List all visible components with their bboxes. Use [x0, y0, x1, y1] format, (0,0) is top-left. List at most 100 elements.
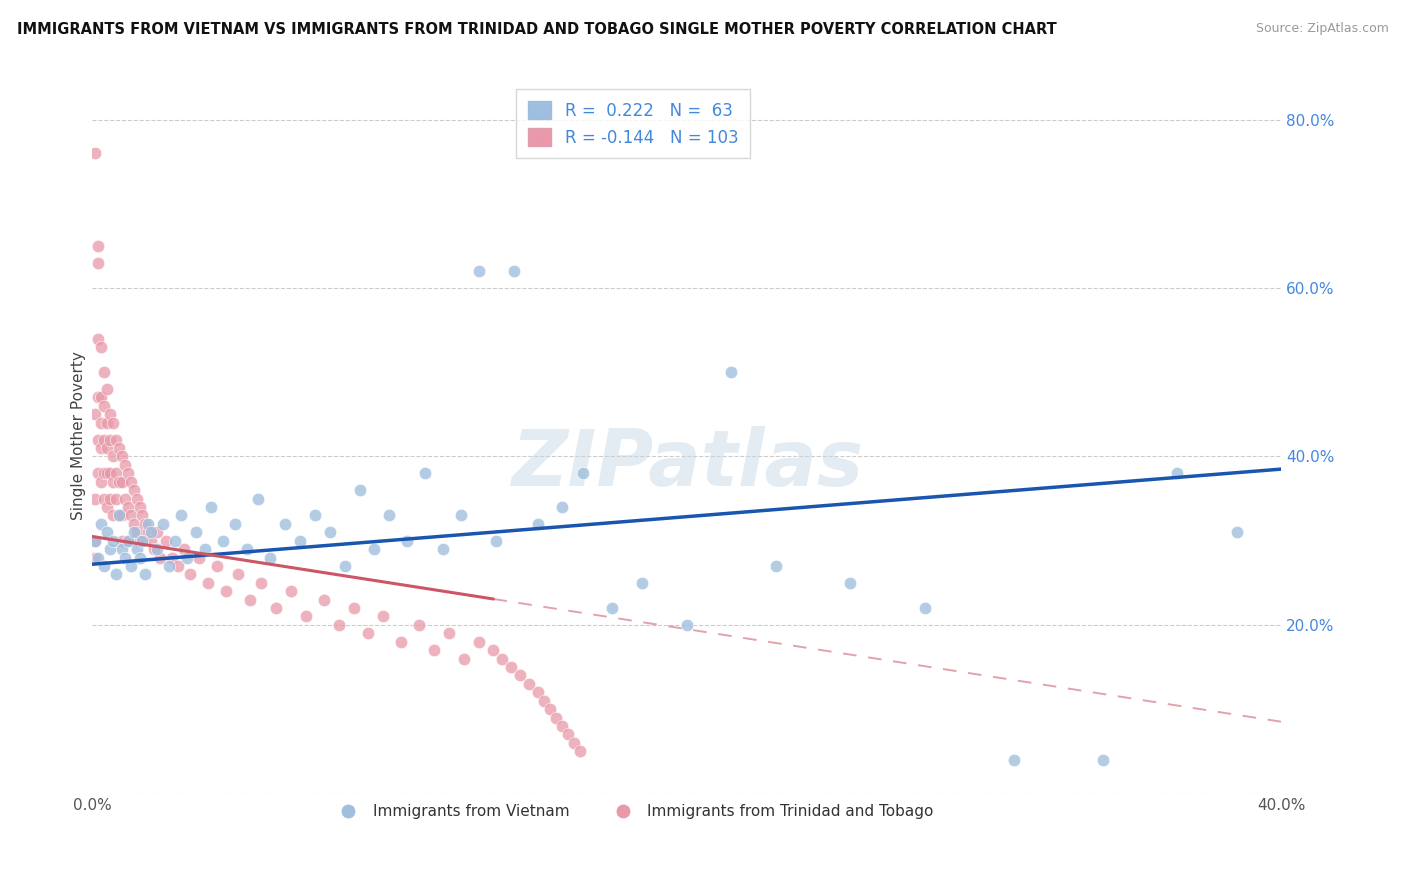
Point	[96, 441, 118, 455]
Point	[141, 533, 163, 548]
Point	[134, 516, 156, 531]
Point	[423, 643, 446, 657]
Point	[396, 533, 419, 548]
Point	[363, 542, 385, 557]
Point	[111, 533, 134, 548]
Point	[84, 491, 107, 506]
Point	[87, 256, 110, 270]
Point	[87, 332, 110, 346]
Point	[675, 618, 697, 632]
Point	[131, 533, 153, 548]
Point	[482, 643, 505, 657]
Point	[517, 677, 540, 691]
Text: Source: ZipAtlas.com: Source: ZipAtlas.com	[1256, 22, 1389, 36]
Point	[551, 719, 574, 733]
Point	[107, 508, 129, 523]
Point	[128, 533, 150, 548]
Point	[467, 634, 489, 648]
Point	[160, 550, 183, 565]
Point	[184, 525, 207, 540]
Point	[98, 433, 121, 447]
Point	[104, 467, 127, 481]
Point	[226, 567, 249, 582]
Point	[765, 558, 787, 573]
Point	[274, 516, 297, 531]
Point	[98, 491, 121, 506]
Point	[125, 542, 148, 557]
Point	[215, 584, 238, 599]
Point	[319, 525, 342, 540]
Text: ZIPatlas: ZIPatlas	[510, 426, 863, 502]
Point	[107, 475, 129, 489]
Point	[120, 475, 142, 489]
Point	[176, 550, 198, 565]
Point	[170, 508, 193, 523]
Point	[122, 525, 145, 540]
Point	[509, 668, 531, 682]
Point	[90, 416, 112, 430]
Point	[87, 391, 110, 405]
Legend: Immigrants from Vietnam, Immigrants from Trinidad and Tobago: Immigrants from Vietnam, Immigrants from…	[326, 797, 939, 825]
Point	[120, 508, 142, 523]
Point	[84, 146, 107, 161]
Point	[138, 516, 160, 531]
Point	[1002, 753, 1025, 767]
Point	[571, 467, 593, 481]
Point	[98, 542, 121, 557]
Point	[1226, 525, 1249, 540]
Point	[111, 475, 134, 489]
Point	[90, 391, 112, 405]
Point	[101, 475, 124, 489]
Point	[90, 516, 112, 531]
Point	[134, 567, 156, 582]
Point	[93, 558, 115, 573]
Point	[131, 508, 153, 523]
Point	[259, 550, 281, 565]
Point	[101, 508, 124, 523]
Point	[101, 533, 124, 548]
Y-axis label: Single Mother Poverty: Single Mother Poverty	[72, 351, 86, 520]
Point	[378, 508, 401, 523]
Point	[155, 533, 177, 548]
Point	[538, 702, 561, 716]
Point	[602, 601, 624, 615]
Point	[250, 575, 273, 590]
Point	[93, 433, 115, 447]
Point	[93, 365, 115, 379]
Point	[84, 533, 107, 548]
Point	[247, 491, 270, 506]
Point	[96, 382, 118, 396]
Point	[141, 525, 163, 540]
Point	[453, 651, 475, 665]
Point	[343, 601, 366, 615]
Point	[84, 533, 107, 548]
Point	[125, 525, 148, 540]
Point	[117, 467, 139, 481]
Text: IMMIGRANTS FROM VIETNAM VS IMMIGRANTS FROM TRINIDAD AND TOBAGO SINGLE MOTHER POV: IMMIGRANTS FROM VIETNAM VS IMMIGRANTS FR…	[17, 22, 1057, 37]
Point	[562, 736, 585, 750]
Point	[485, 533, 508, 548]
Point	[111, 542, 134, 557]
Point	[333, 558, 356, 573]
Point	[557, 727, 579, 741]
Point	[205, 558, 228, 573]
Point	[413, 467, 436, 481]
Point	[491, 651, 513, 665]
Point	[152, 516, 174, 531]
Point	[224, 516, 246, 531]
Point	[527, 685, 550, 699]
Point	[328, 618, 350, 632]
Point	[96, 525, 118, 540]
Point	[157, 558, 180, 573]
Point	[551, 500, 574, 514]
Point	[266, 601, 288, 615]
Point	[720, 365, 742, 379]
Point	[96, 467, 118, 481]
Point	[357, 626, 380, 640]
Point	[197, 575, 219, 590]
Point	[93, 467, 115, 481]
Point	[98, 408, 121, 422]
Point	[437, 626, 460, 640]
Point	[96, 500, 118, 514]
Point	[503, 264, 526, 278]
